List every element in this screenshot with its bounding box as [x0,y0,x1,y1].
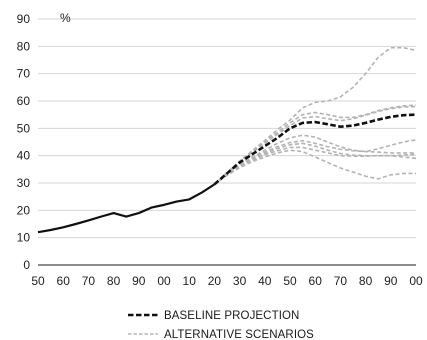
alternative-scenario-line [213,104,417,185]
x-tick-label: 80 [107,274,121,288]
x-tick-label: 70 [82,274,96,288]
y-tick-label: 10 [17,231,31,245]
x-tick-labels: 50 60 70 80 90 00 10 20 30 40 50 60 70 80 90 00 [31,274,423,288]
alternative-scenario-line [213,146,417,186]
y-tick-label: 0 [23,258,30,272]
legend-label-baseline: BASELINE PROJECTION [164,310,299,322]
y-tick-label: 70 [17,67,31,81]
x-tick-label: 40 [258,274,272,288]
alternative-scenario-line [213,134,417,185]
y-tick-label: 60 [17,94,31,108]
y-tick-label: 40 [17,149,31,163]
x-tick-label: 00 [157,274,171,288]
y-tick-labels: 0 10 20 30 40 50 60 70 80 90 [17,12,31,272]
x-tick-label: 10 [183,274,197,288]
x-tick-label: 30 [233,274,247,288]
x-tick-label: 90 [384,274,398,288]
historical-line [37,183,216,234]
legend: BASELINE PROJECTION ALTERNATIVE SCENARIO… [128,310,314,340]
y-tick-label: 90 [17,12,31,26]
y-tick-label: 80 [17,39,31,53]
x-tick-label: 70 [334,274,348,288]
x-tick-label: 50 [31,274,45,288]
baseline-projection-line [213,113,417,186]
alternative-scenario-lines [213,46,417,186]
x-tick-label: 20 [208,274,222,288]
x-tick-label: 80 [359,274,373,288]
main-series-lines [37,113,417,234]
x-tick-label: 50 [283,274,297,288]
x-tick-label: 90 [132,274,146,288]
y-unit-label: % [60,11,71,25]
alternative-scenario-line [213,105,417,185]
x-tick-label: 60 [309,274,323,288]
y-tick-label: 20 [17,203,31,217]
legend-label-alternative: ALTERNATIVE SCENARIOS [164,329,314,340]
y-tick-label: 30 [17,176,31,190]
alternative-scenario-line [213,46,417,185]
alternative-scenario-line [213,139,416,185]
alternative-scenario-line [213,149,416,186]
y-tick-label: 50 [17,121,31,135]
x-tick-label: 00 [409,274,423,288]
x-tick-label: 60 [57,274,71,288]
alternative-scenario-line [213,142,417,186]
gridlines [38,18,416,239]
